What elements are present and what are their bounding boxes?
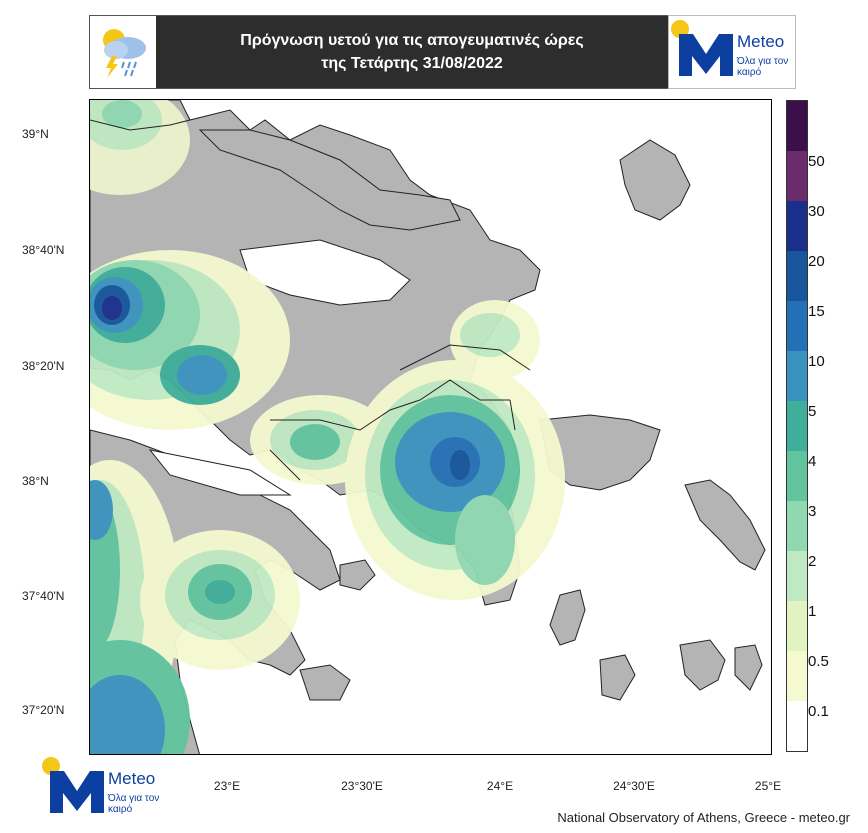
colorbar-segment bbox=[787, 651, 807, 701]
colorbar-segment bbox=[787, 301, 807, 351]
colorbar-label: 1 bbox=[808, 603, 817, 620]
logo-brand: Meteo bbox=[737, 32, 785, 51]
logo-brand: Meteo bbox=[108, 769, 156, 788]
map-header: Πρόγνωση υετού για τις απογευματινές ώρε… bbox=[89, 15, 696, 89]
colorbar-segment bbox=[787, 151, 807, 201]
lat-label-38-40: 38°40'N bbox=[22, 243, 65, 257]
meteo-m-icon bbox=[679, 34, 733, 76]
lat-label-37-40: 37°40'N bbox=[22, 589, 65, 603]
colorbar-segment bbox=[787, 551, 807, 601]
sun-icon bbox=[42, 757, 60, 775]
meteo-logo-box-top: Meteo Όλα για τον καιρό bbox=[668, 15, 796, 89]
colorbar-segment bbox=[787, 601, 807, 651]
colorbar-segment bbox=[787, 701, 807, 751]
footer-credit: National Observatory of Athens, Greece -… bbox=[557, 810, 850, 825]
colorbar-label: 2 bbox=[808, 553, 817, 570]
map-canvas bbox=[90, 100, 766, 754]
colorbar-label: 0.1 bbox=[808, 703, 829, 720]
colorbar-label: 30 bbox=[808, 203, 825, 220]
colorbar-segment bbox=[787, 101, 807, 151]
colorbar-segment bbox=[787, 201, 807, 251]
title-line-1: Πρόγνωση υετού για τις απογευματινές ώρε… bbox=[240, 32, 584, 49]
lon-label-23-30: 23°30'E bbox=[341, 779, 383, 793]
colorbar-label: 15 bbox=[808, 303, 825, 320]
colorbar-label: 3 bbox=[808, 503, 817, 520]
colorbar-segment bbox=[787, 451, 807, 501]
colorbar-segment bbox=[787, 351, 807, 401]
meteo-logo-bottom[interactable]: Meteo Όλα για τον καιρό bbox=[42, 757, 162, 821]
precip-contours bbox=[90, 100, 565, 754]
title-line-2: της Τετάρτης 31/08/2022 bbox=[321, 55, 503, 72]
colorbar-segment bbox=[787, 401, 807, 451]
lon-label-24-30: 24°30'E bbox=[613, 779, 655, 793]
colorbar-label: 5 bbox=[808, 403, 817, 420]
logo-tagline: Όλα για τον καιρό bbox=[108, 793, 160, 815]
colorbar-segment bbox=[787, 501, 807, 551]
logo-tagline: Όλα για τον καιρό bbox=[737, 56, 789, 78]
precipitation-map bbox=[89, 99, 772, 755]
lat-label-38-20: 38°20'N bbox=[22, 359, 65, 373]
lat-label-39: 39°N bbox=[22, 127, 49, 141]
rain-thunder-cloud-icon bbox=[103, 29, 146, 78]
colorbar-segment bbox=[787, 251, 807, 301]
lon-label-25: 25°E bbox=[754, 779, 782, 793]
gulf-water-2 bbox=[148, 449, 292, 496]
precip-colorbar bbox=[786, 100, 808, 752]
colorbar-label: 4 bbox=[808, 453, 817, 470]
lat-label-37-20: 37°20'N bbox=[22, 703, 65, 717]
map-title: Πρόγνωση υετού για τις απογευματινές ώρε… bbox=[156, 16, 668, 88]
lon-label-23: 23°E bbox=[213, 779, 241, 793]
sun-icon bbox=[671, 20, 689, 38]
boundary-lines bbox=[90, 119, 531, 481]
colorbar-label: 50 bbox=[808, 153, 825, 170]
colorbar-label: 20 bbox=[808, 253, 825, 270]
colorbar-label: 0.5 bbox=[808, 653, 829, 670]
meteo-logo-top[interactable]: Meteo Όλα για τον καιρό bbox=[671, 20, 791, 84]
lon-label-24: 24°E bbox=[486, 779, 514, 793]
meteo-m-icon bbox=[50, 771, 104, 813]
colorbar-label: 10 bbox=[808, 353, 825, 370]
lat-label-38: 38°N bbox=[22, 474, 49, 488]
